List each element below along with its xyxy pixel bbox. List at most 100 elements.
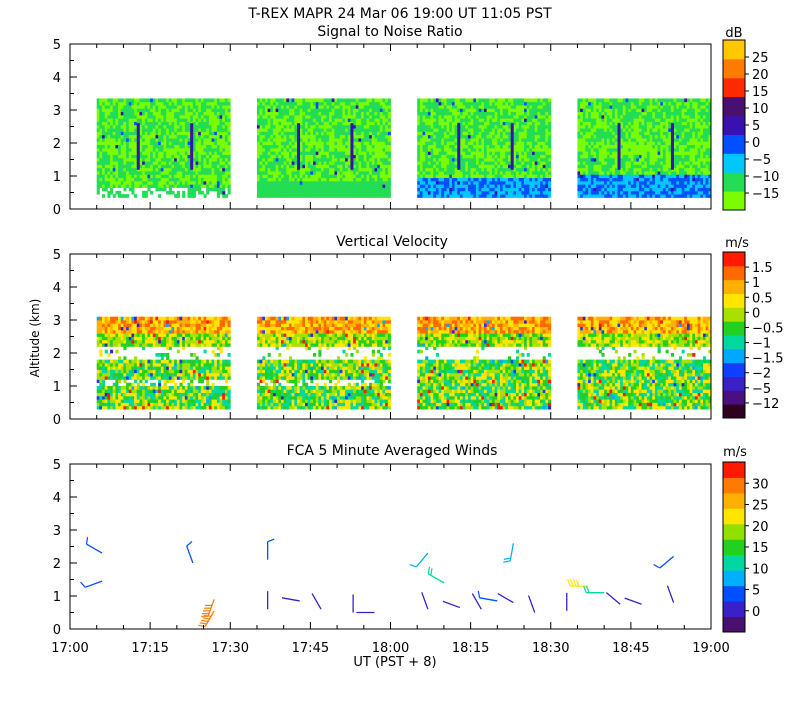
snr-cell [454,128,458,132]
snr-cell [337,121,341,126]
snr-cell [264,121,269,126]
snr-cell [315,164,319,169]
snr-cell [545,101,549,106]
snr-cell [585,174,589,179]
snr-cell [459,164,464,169]
snr-cell [321,167,325,172]
snr-cell [326,187,330,192]
snr-cell [427,161,431,165]
snr-cell [126,111,130,116]
snr-cell [345,184,349,188]
snr-cell [430,121,434,126]
snr-cell [104,98,108,103]
snr-cell [99,164,103,169]
snr-cell [144,138,148,142]
snr-cell [286,154,290,159]
snr-cell [609,124,613,129]
snr-cell [545,174,549,179]
snr-cell [534,151,538,155]
snr-cell [299,134,303,139]
snr-cell [379,134,383,139]
snr-cell [163,124,167,129]
snr-cell [334,101,338,106]
snr-cell [315,180,319,185]
snr-cell [163,184,167,188]
snr-cell [182,154,186,159]
snr-cell [339,157,343,162]
snr-cell [612,98,616,103]
snr-cell [524,194,528,198]
snr-cell [612,121,616,126]
snr-cell [206,180,210,185]
snr-cell [152,164,156,169]
snr-cell [417,138,421,142]
snr-cell [182,114,186,119]
snr-cell [158,98,162,103]
snr-cell [326,154,330,159]
snr-cell [134,108,138,113]
snr-cell [478,114,482,119]
snr-cell [152,105,156,109]
snr-cell [548,141,552,146]
snr-cell [593,161,597,165]
snr-cell [518,131,522,136]
snr-cell [422,108,426,113]
snr-cell [542,124,546,129]
snr-cell [537,161,541,165]
snr-cell [182,151,186,155]
snr-cell [294,147,298,152]
snr-cell [377,111,381,116]
snr-cell [483,187,488,192]
snr-cell [174,118,178,122]
snr-cell [361,101,365,106]
snr-cell [529,138,533,142]
snr-cell [267,111,271,116]
snr-cell [478,118,482,122]
snr-cell [334,171,338,175]
snr-cell [577,101,581,106]
snr-cell [435,144,439,149]
snr-cell [160,184,164,188]
snr-cell [422,184,426,188]
snr-cell [417,108,421,113]
snr-cell [112,154,116,159]
snr-cell [224,180,228,185]
snr-cell [323,111,327,116]
snr-cell [96,118,100,122]
snr-cell [489,111,493,116]
snr-cell [227,151,231,155]
snr-cell [134,164,138,169]
snr-cell [465,147,469,152]
snr-cell [491,194,496,198]
snr-cell [614,134,618,139]
snr-cell [435,180,439,185]
snr-cell [537,147,541,152]
snr-cell [475,187,480,192]
snr-cell [491,164,496,169]
snr-cell [96,134,100,139]
snr-cell [155,180,159,185]
snr-cell [526,108,530,113]
snr-cell [307,108,311,113]
snr-cell [358,118,362,122]
snr-cell [326,141,330,146]
snr-cell [486,124,490,129]
snr-cell [128,164,132,169]
snr-cell [425,157,429,162]
snr-cell [142,151,146,155]
snr-cell [294,124,298,129]
snr-cell [470,141,474,146]
snr-cell [454,194,458,198]
snr-cell [606,147,610,152]
snr-cell [350,156,354,160]
snr-cell [128,171,132,175]
snr-cell [350,187,354,192]
snr-cell [548,108,552,113]
snr-cell [171,147,175,152]
snr-cell [158,151,162,155]
snr-cell [150,154,154,159]
snr-cell [491,174,496,179]
snr-cell [283,134,287,139]
snr-cell [526,194,530,198]
snr-cell [449,194,453,198]
